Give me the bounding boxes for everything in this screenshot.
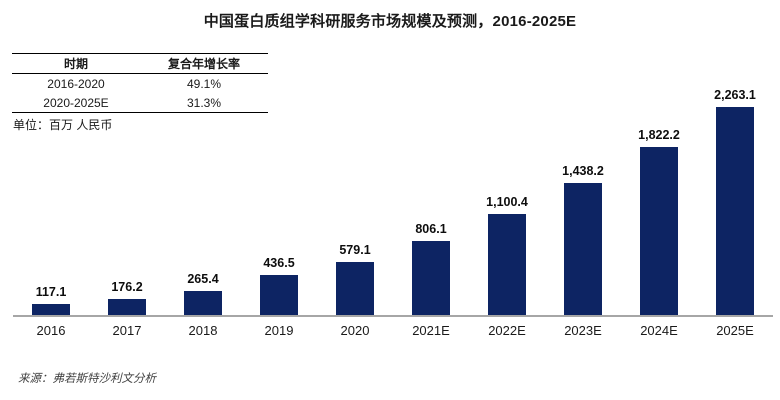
bar: [184, 291, 222, 315]
bar: [336, 262, 374, 315]
bar: [488, 214, 526, 315]
cagr-table-cell-period: 2020-2025E: [43, 96, 109, 110]
bar-value-label: 176.2: [111, 280, 143, 294]
chart-title: 中国蛋白质组学科研服务市场规模及预测，2016-2025E: [203, 13, 577, 30]
cagr-table-header-period: 时期: [63, 57, 88, 71]
bar-chart: 117.1 176.2 265.4 436.5 579.1 806.1 1,100.4 1,4…: [13, 88, 773, 317]
cagr-table-header-cagr: 复合年增长率: [167, 57, 240, 71]
x-tick-label: 2023E: [564, 323, 602, 338]
cagr-table: 时期 复合年增长率 2016-2020 49.1% 2020-2025E 31.…: [12, 53, 268, 113]
x-tick-label: 2022E: [488, 323, 526, 338]
bar: [260, 275, 298, 315]
bar-value-label: 265.4: [187, 272, 219, 286]
bar-value-label: 2,263.1: [714, 88, 756, 102]
x-tick-label: 2020: [340, 323, 370, 338]
x-tick-label: 2025E: [716, 323, 754, 338]
bar-group: 1,822.2: [621, 128, 697, 315]
x-tick-label: 2017: [112, 323, 142, 338]
bar: [108, 299, 146, 315]
bar-group: 2,263.1: [697, 88, 773, 315]
bar: [32, 304, 70, 315]
bar-value-label: 117.1: [35, 285, 67, 299]
bar-group: 1,438.2: [545, 164, 621, 315]
cagr-table-cell-cagr: 49.1%: [186, 77, 222, 91]
bar-value-label: 1,438.2: [562, 164, 604, 178]
cagr-table-cell-cagr: 31.3%: [186, 96, 222, 110]
cagr-table-row: 2020-2025E 31.3%: [12, 93, 268, 112]
bar-value-label: 579.1: [339, 243, 371, 257]
cagr-table-row: 2016-2020 49.1%: [12, 74, 268, 93]
x-tick-label: 2016: [36, 323, 66, 338]
bar-value-label: 806.1: [415, 222, 447, 236]
cagr-table-header-row: 时期 复合年增长率: [12, 54, 268, 74]
cagr-table-cell-period: 2016-2020: [47, 77, 105, 91]
x-tick-label: 2021E: [412, 323, 450, 338]
bar-group: 436.5: [241, 256, 317, 315]
bar-group: 176.2: [89, 280, 165, 315]
bar: [412, 241, 450, 315]
x-tick-label: 2018: [188, 323, 218, 338]
bar-group: 265.4: [165, 272, 241, 315]
bar-group: 1,100.4: [469, 195, 545, 315]
unit-note: 单位：百万 人民币: [13, 118, 113, 132]
source-note: 来源：弗若斯特沙利文分析: [18, 373, 156, 385]
bar: [716, 107, 754, 315]
bar-value-label: 436.5: [263, 256, 295, 270]
bar-group: 117.1: [13, 285, 89, 315]
x-tick-label: 2024E: [640, 323, 678, 338]
bar-value-label: 1,822.2: [638, 128, 680, 142]
bar-group: 806.1: [393, 222, 469, 315]
bar-group: 579.1: [317, 243, 393, 315]
bar: [640, 147, 678, 315]
x-axis-ticks: 2016 2017 2018 2019 2020 2021E 2022E 2023E 2024E…: [13, 323, 773, 338]
bar-value-label: 1,100.4: [486, 195, 528, 209]
x-tick-label: 2019: [264, 323, 294, 338]
bar: [564, 183, 602, 315]
